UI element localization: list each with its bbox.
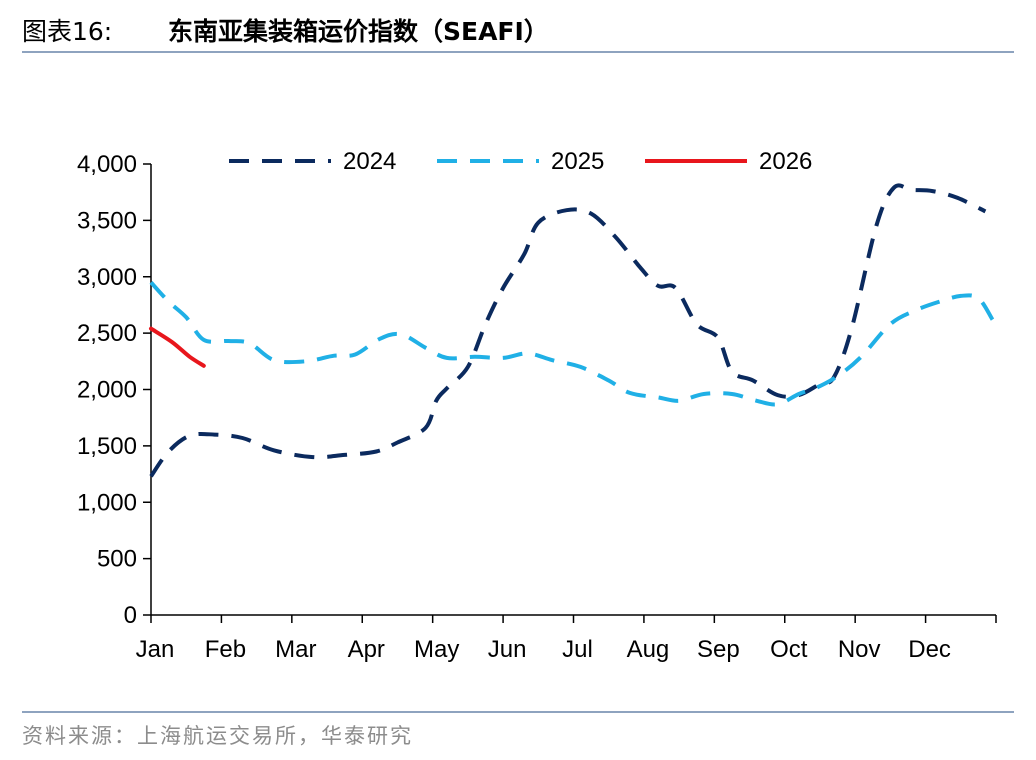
x-tick-label: Jul (562, 636, 593, 663)
x-axis-ticks: Jan Feb Mar Apr May Jun Jul Aug Sep Oct Nov Dec (136, 615, 997, 663)
y-tick-label: 3,500 (77, 207, 137, 234)
chart-axes (150, 164, 996, 616)
y-tick-label: 0 (124, 602, 137, 629)
y-axis-ticks: 0 500 1,000 1,500 2,000 2,500 3,000 3,500 4,000 (77, 151, 151, 629)
figure-header: 图表16: 东南亚集装箱运价指数（SEAFI） (0, 0, 1036, 52)
source-note: 资料来源：上海航运交易所，华泰研究 (22, 724, 413, 748)
chart-legend: 2024 2025 2026 (229, 148, 812, 175)
x-tick-label: Jun (488, 636, 527, 663)
series-line-2026 (149, 326, 206, 368)
series-line-2024 (149, 183, 987, 478)
x-tick-label: Nov (838, 636, 881, 663)
legend-label-2024: 2024 (343, 148, 396, 175)
x-tick-label: Oct (770, 636, 808, 663)
y-tick-label: 500 (97, 546, 137, 573)
chart-title: 东南亚集装箱运价指数（SEAFI） (168, 17, 549, 46)
x-tick-label: Dec (908, 636, 951, 663)
x-tick-label: Aug (627, 636, 670, 663)
x-tick-label: Feb (205, 636, 246, 663)
line-chart: 05001,0001,5002,0002,5003,0003,5004,000 … (77, 148, 997, 663)
header-divider (22, 51, 1014, 53)
series-line-2025 (149, 281, 995, 407)
y-tick-label: 1,500 (77, 433, 137, 460)
x-tick-label: Apr (348, 636, 385, 663)
x-tick-label: Jan (136, 636, 175, 663)
footer-divider (22, 711, 1014, 713)
figure-label: 图表16: (22, 17, 113, 46)
y-tick-label: 2,000 (77, 377, 137, 404)
y-tick-label: 4,000 (77, 151, 137, 178)
legend-label-2026: 2026 (759, 148, 812, 175)
x-tick-label: May (414, 636, 459, 663)
y-tick-label: 3,000 (77, 264, 137, 291)
x-tick-label: Sep (697, 636, 740, 663)
chart-series (149, 183, 995, 478)
y-tick-label: 1,000 (77, 489, 137, 516)
y-tick-label: 2,500 (77, 320, 137, 347)
legend-label-2025: 2025 (551, 148, 604, 175)
x-tick-label: Mar (275, 636, 316, 663)
